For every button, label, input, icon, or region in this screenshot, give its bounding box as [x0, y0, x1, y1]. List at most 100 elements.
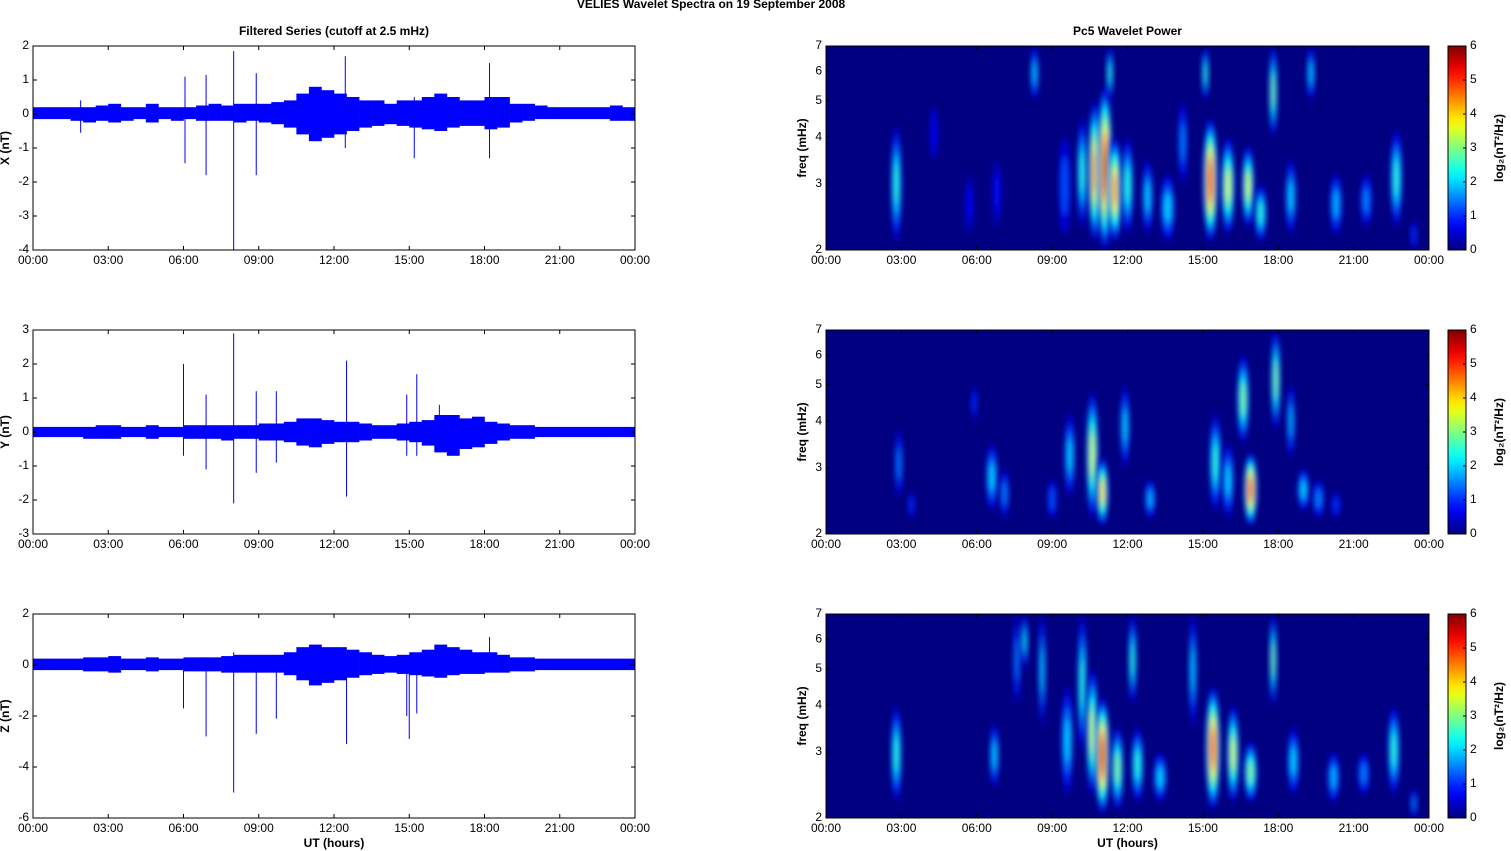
x-tick-label: 06:00 [962, 253, 992, 267]
noise-band [509, 103, 523, 123]
y-tick-label: -1 [18, 140, 29, 154]
noise-band [108, 656, 122, 673]
noise-band [559, 107, 573, 120]
x-tick-label: 15:00 [1188, 821, 1218, 835]
blob-layer [1210, 730, 1215, 766]
blob-layer [1123, 409, 1127, 444]
y-tick-label: -4 [18, 242, 29, 256]
power-blob [1203, 117, 1218, 243]
y-tick-label: 3 [815, 460, 822, 474]
power-blob [1106, 46, 1114, 101]
x-tick-label: 15:00 [394, 537, 424, 551]
power-blob [1086, 668, 1099, 796]
noise-band [208, 103, 222, 121]
y-tick-label: -2 [18, 708, 29, 722]
noise-band [497, 423, 510, 441]
x-tick-label: 06:00 [168, 537, 198, 551]
power-blob [1120, 384, 1130, 468]
power-blob [1047, 479, 1057, 519]
noise-band [45, 107, 59, 120]
blob-layer [989, 463, 995, 491]
noise-band [83, 657, 97, 672]
axes-box [32, 613, 636, 819]
colorbar-label: log₂(nT²/Hz) [1492, 114, 1506, 182]
x-tick-label: 06:00 [168, 821, 198, 835]
power-blob [1357, 751, 1370, 796]
x-tick-label: 00:00 [811, 537, 841, 551]
y-tick-label: 3 [22, 322, 29, 336]
colorbar-tick-label: 5 [1470, 72, 1477, 86]
colorbar-label: log₂(nT²/Hz) [1492, 682, 1506, 750]
noise-band [471, 100, 485, 126]
colorbar-tick-label: 0 [1470, 526, 1477, 540]
x-axis-label: UT (hours) [304, 836, 365, 850]
noise-band [133, 107, 147, 120]
blob-layer [1394, 160, 1399, 196]
power-blob [1222, 442, 1234, 519]
power-blob [930, 107, 938, 159]
plot-area [33, 333, 635, 504]
noise-band [33, 658, 46, 671]
noise-band [572, 426, 586, 438]
noise-band [158, 107, 172, 120]
noise-band [45, 658, 59, 671]
noise-band [459, 100, 473, 126]
noise-band [471, 652, 485, 674]
blob-layer [1411, 226, 1416, 245]
noise-band [95, 105, 109, 121]
noise-band [70, 426, 84, 438]
noise-band [559, 658, 573, 671]
colorbar-tick-label: 6 [1470, 322, 1477, 336]
y-tick-label: 2 [815, 526, 822, 540]
colorbar-tick-label: 3 [1470, 708, 1477, 722]
y-tick-label: -4 [18, 759, 29, 773]
power-blob [1058, 137, 1071, 235]
noise-band [108, 425, 122, 439]
blob-layer [1301, 480, 1306, 499]
noise-band [183, 107, 197, 120]
power-blob [1188, 614, 1197, 727]
noise-band [359, 652, 372, 676]
power-blob [1097, 85, 1112, 250]
x-tick-label: 00:00 [18, 537, 48, 551]
x-tick-label: 12:00 [319, 537, 349, 551]
noise-band [534, 658, 548, 671]
y-axis-label: X (nT) [0, 131, 12, 165]
power-blob [1209, 413, 1222, 512]
y-tick-label: 2 [815, 810, 822, 824]
power-blob [1287, 726, 1300, 796]
power-blob [1142, 158, 1153, 235]
blob-layer [894, 736, 899, 772]
y-tick-label: 2 [22, 606, 29, 620]
noise-band [509, 425, 523, 439]
power-blob [1227, 705, 1239, 803]
noise-band [346, 649, 360, 678]
y-tick-label: -6 [18, 810, 29, 824]
noise-band [133, 658, 147, 671]
noise-band [497, 97, 510, 128]
power-blob [1107, 137, 1122, 243]
power-blob [1244, 741, 1258, 803]
blob-layer [1040, 647, 1044, 694]
noise-band [158, 658, 172, 671]
blob-layer [1271, 75, 1275, 108]
noise-band [170, 107, 184, 121]
blob-layer [1412, 796, 1416, 811]
noise-band [308, 86, 322, 142]
noise-band [346, 97, 360, 131]
noise-band [622, 658, 635, 671]
x-tick-label: 15:00 [394, 821, 424, 835]
blob-layer [1100, 739, 1105, 772]
figure-title: VELIES Wavelet Spectra on 19 September 2… [577, 0, 846, 11]
x-tick-label: 00:00 [1414, 537, 1444, 551]
blob-layer [1213, 444, 1218, 480]
plot-area [33, 636, 635, 793]
noise-band [283, 421, 297, 443]
noise-band [58, 426, 71, 438]
plot-area [826, 330, 1429, 534]
blob-layer [1115, 753, 1120, 784]
noise-band [609, 426, 623, 438]
x-tick-label: 09:00 [244, 253, 274, 267]
